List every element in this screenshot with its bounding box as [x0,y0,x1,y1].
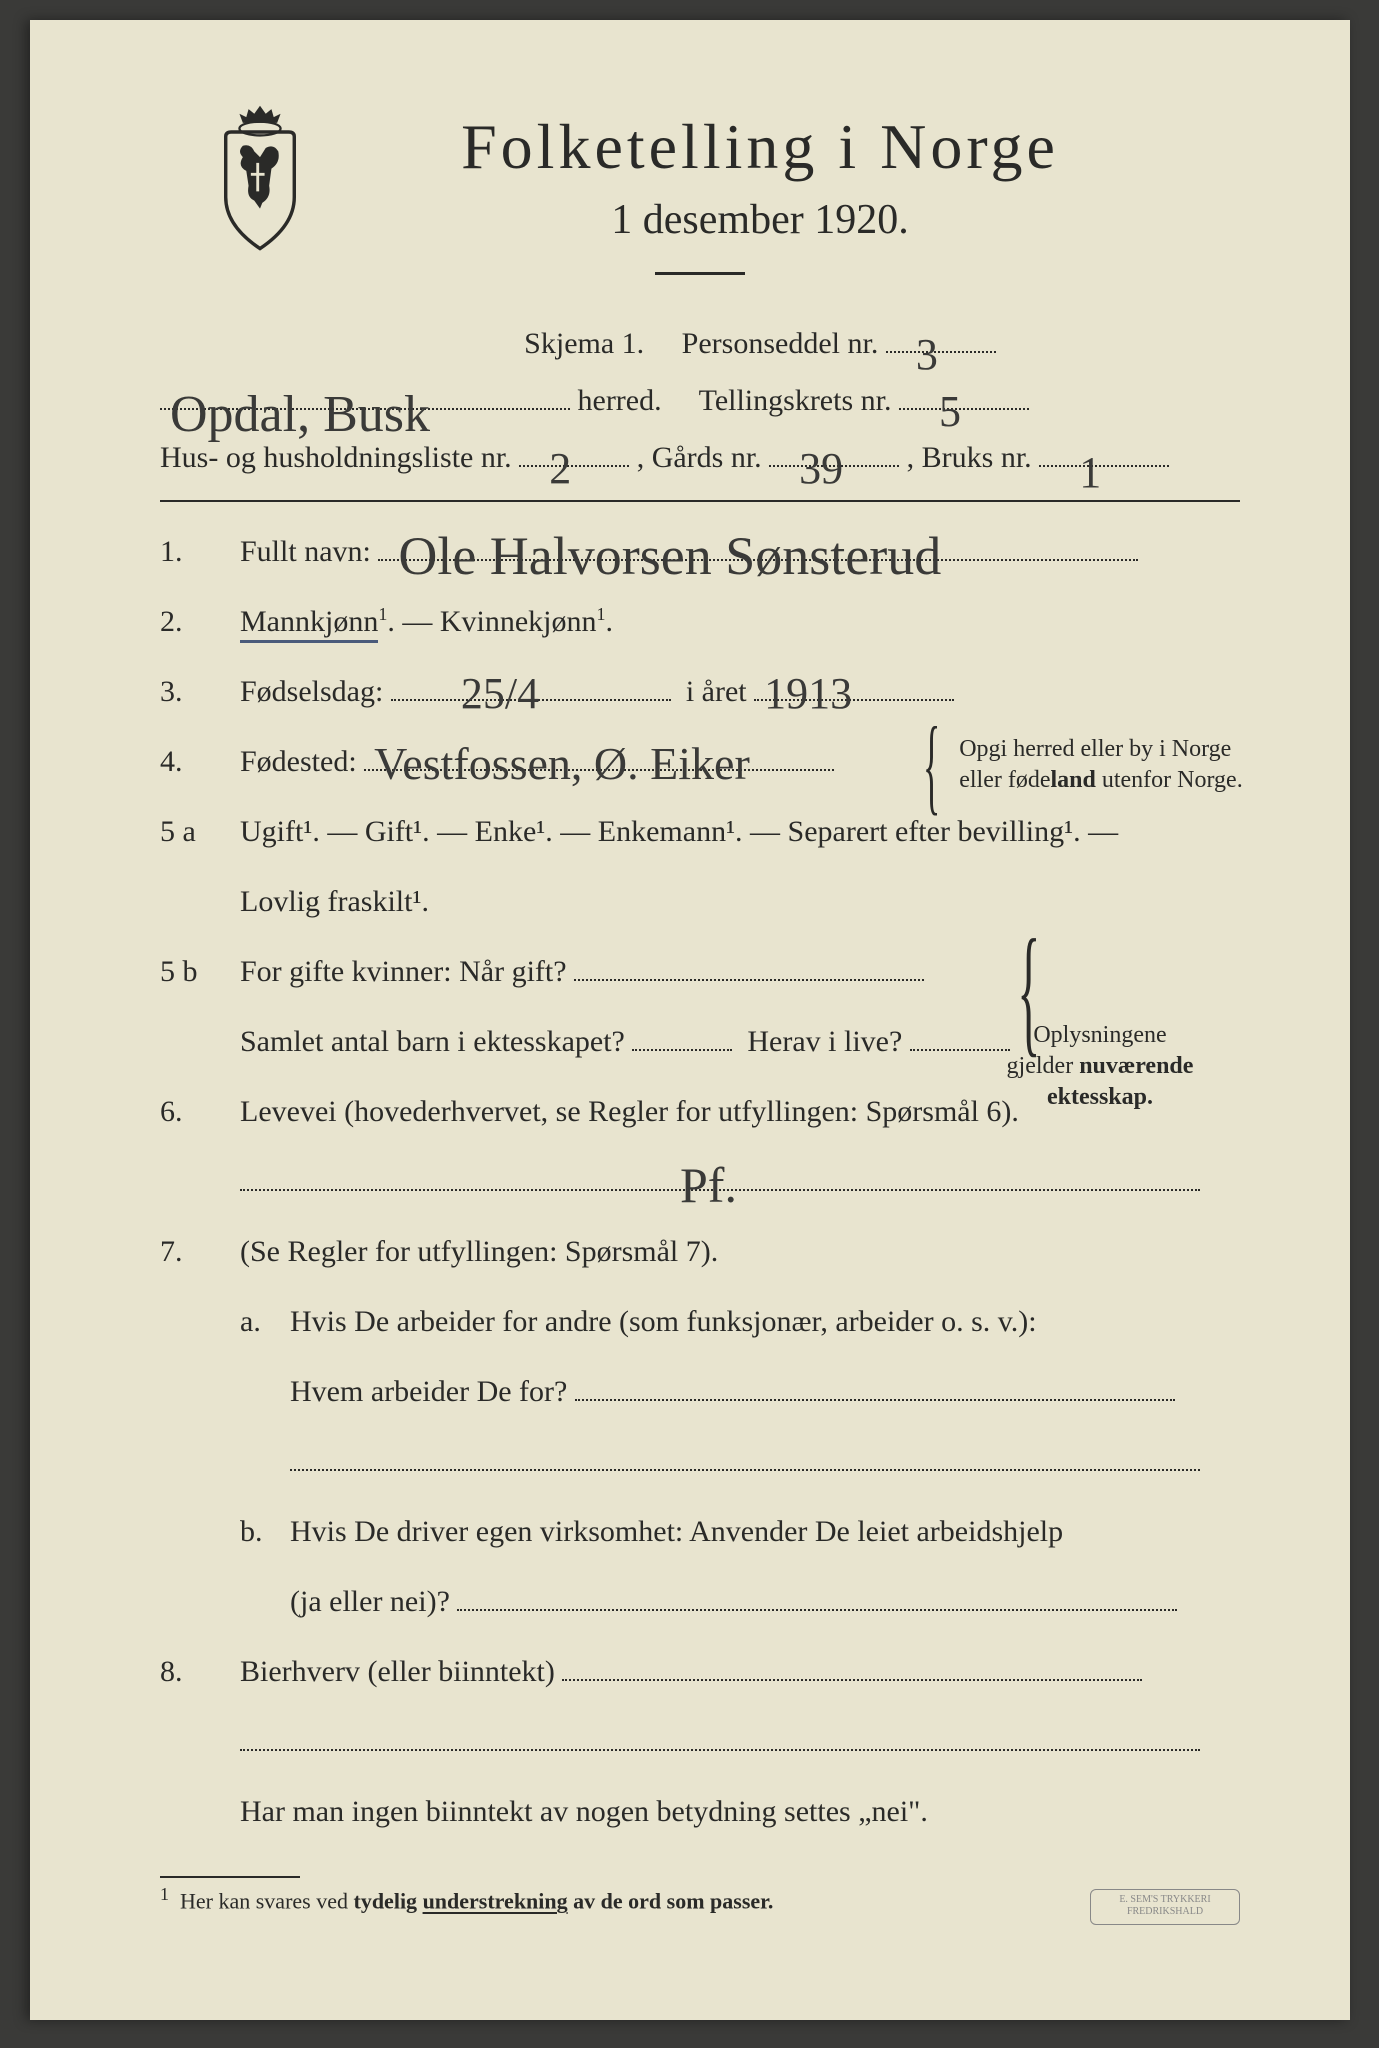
q6-blank: Pf. [160,1158,1240,1206]
q7a-label: a. [240,1298,290,1346]
form-subtitle: 1 desember 1920. [280,196,1240,244]
skjema-label: Skjema 1. [524,327,644,360]
q2-kvinne: Kvinnekjønn [440,605,597,638]
q5a-row: 5 a Ugift¹. — Gift¹. — Enke¹. — Enkemann… [160,808,1240,856]
printer-stamp: E. SEM'S TRYKKERI FREDRIKSHALD [1090,1889,1240,1925]
form-header: Folketelling i Norge 1 desember 1920. [160,110,1240,275]
q5a-text: Ugift¹. — Gift¹. — Enke¹. — Enkemann¹. —… [240,815,1118,848]
q4-row: 4. Fødested: Vestfossen, Ø. Eiker { Opgi… [160,738,1240,786]
q3-year: 1913 [764,659,852,729]
q2-mann: Mannkjønn [240,605,378,643]
q7a-text: Hvis De arbeider for andre (som funksjon… [290,1298,1240,1346]
q7b-sub: (ja eller nei)? [160,1578,1240,1626]
husliste-label: Hus- og husholdningsliste nr. [160,441,512,474]
coat-of-arms-icon [200,100,320,260]
q8-row: 8. Bierhverv (eller biinntekt) [160,1648,1240,1696]
q5b-line2a: Samlet antal barn i ektesskapet? [240,1025,625,1058]
q5b-num: 5 b [160,948,240,996]
q5b-line1: For gifte kvinner: Når gift? [240,955,567,988]
q7-row: 7. (Se Regler for utfyllingen: Spørsmål … [160,1228,1240,1276]
section-divider [160,500,1240,502]
q3-day: 25/4 [461,659,539,729]
q5b-line2b: Herav i live? [747,1025,902,1058]
q3-label: Fødselsdag: [240,675,383,708]
q7a-sub: Hvem arbeider De for? [160,1368,1240,1416]
q5b-note: { Oplysningene gjelder nuværende ektessk… [1000,960,1250,1114]
q5a-num: 5 a [160,808,240,856]
husliste-value: 2 [549,427,571,511]
q1-row: 1. Fullt navn: Ole Halvorsen Sønsterud [160,528,1240,576]
q1-label: Fullt navn: [240,535,371,568]
q4-value: Vestfossen, Ø. Eiker [374,727,750,801]
q3-row: 3. Fødselsdag: 25/4 i året 1913 [160,668,1240,716]
gards-label: , Gårds nr. [637,441,762,474]
q4-num: 4. [160,738,240,786]
q5b-row: 5 b For gifte kvinner: Når gift? { Oplys… [160,948,1240,996]
q2-row: 2. Mannkjønn1. — Kvinnekjønn1. [160,598,1240,646]
q8-label: Bierhverv (eller biinntekt) [240,1655,555,1688]
q7b-label: b. [240,1508,290,1556]
header-divider [655,272,745,275]
q7b-text1: Hvis De driver egen virksomhet: Anvender… [290,1508,1240,1556]
footnote: 1 Her kan svares ved tydelig understrekn… [160,1876,1240,1914]
gards-value: 39 [799,427,843,511]
q4-note: { Opgi herred eller by i Norge eller fød… [910,734,1250,796]
tellingskrets-label: Tellingskrets nr. [699,384,892,417]
form-title: Folketelling i Norge [280,110,1240,184]
bruks-value: 1 [1079,431,1101,515]
personseddel-label: Personseddel nr. [682,327,879,360]
skjema-line: Skjema 1. Personseddel nr. 3 [280,315,1240,372]
q1-value: Ole Halvorsen Sønsterud [398,513,941,599]
census-form-page: Folketelling i Norge 1 desember 1920. Sk… [30,20,1350,2020]
q8-num: 8. [160,1648,240,1696]
q7-num: 7. [160,1228,240,1276]
q8-note: Har man ingen biinntekt av nogen betydni… [160,1788,1240,1836]
q7b-row: b. Hvis De driver egen virksomhet: Anven… [160,1508,1240,1556]
q3-num: 3. [160,668,240,716]
q3-year-label: i året [686,675,747,708]
q7a-row: a. Hvis De arbeider for andre (som funks… [160,1298,1240,1346]
q8-blank [160,1718,1240,1766]
bruks-label: , Bruks nr. [907,441,1032,474]
q7a-blank [160,1438,1240,1486]
herred-line: Opdal, Busk herred. Tellingskrets nr. 5 [160,372,1240,429]
q2-num: 2. [160,598,240,646]
brace-icon: { [1017,954,1040,1026]
q7-text: (Se Regler for utfyllingen: Spørsmål 7). [240,1228,1240,1276]
husliste-line: Hus- og husholdningsliste nr. 2 , Gårds … [160,429,1240,486]
q5a-cont: Lovlig fraskilt¹. [160,878,1240,926]
brace-icon: { [923,738,940,792]
q6-num: 6. [160,1088,240,1136]
q1-num: 1. [160,528,240,576]
q6-value: Pf. [680,1145,737,1225]
q4-label: Fødested: [240,745,357,778]
herred-label: herred. [578,384,662,417]
